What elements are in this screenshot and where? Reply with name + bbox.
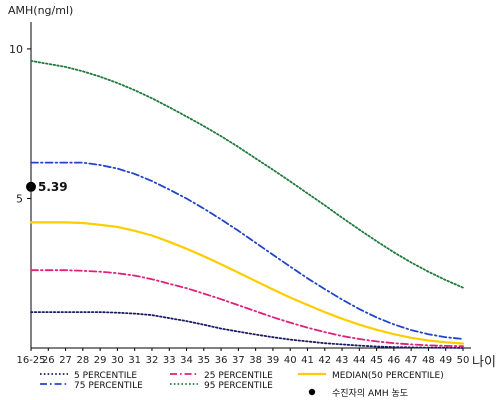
legend-marker-label: 수진자의 AMH 농도 [332, 388, 408, 399]
x-tick-label: 32 [146, 355, 159, 366]
x-tick-label: 47 [405, 355, 418, 366]
x-tick-label: 33 [163, 355, 176, 366]
x-tick-label: 44 [353, 355, 366, 366]
legend-label: MEDIAN(50 PERCENTILE) [332, 371, 444, 381]
x-tick-label: 34 [180, 355, 193, 366]
patient-amh-point [26, 181, 36, 192]
chart-series-layer [29, 60, 465, 349]
legend-label: 75 PERCENTILE [74, 381, 143, 391]
x-tick-label: 37 [232, 355, 245, 366]
series-line [30, 161, 464, 340]
x-tick-label: 42 [318, 355, 331, 366]
legend-label: 5 PERCENTILE [74, 371, 137, 381]
x-tick-label: 48 [422, 355, 435, 366]
x-tick-label: 43 [336, 355, 349, 366]
x-tick-label: 40 [284, 355, 297, 366]
legend-label: 25 PERCENTILE [204, 371, 273, 381]
x-tick-label: 39 [267, 355, 280, 366]
series-line [30, 269, 464, 348]
x-tick-label: 31 [128, 355, 141, 366]
series-line [30, 60, 464, 289]
y-tick-label: 5 [16, 192, 23, 205]
x-tick-label: 38 [249, 355, 262, 366]
legend-label: 95 PERCENTILE [204, 381, 273, 391]
x-tick-label: 27 [59, 355, 72, 366]
x-tick-label: 29 [94, 355, 107, 366]
x-tick-label: 28 [76, 355, 89, 366]
patient-amh-value-label: 5.39 [38, 180, 68, 194]
x-tick-label: 41 [301, 355, 314, 366]
x-axis-title: 나이 [472, 355, 496, 370]
y-tick-label: 10 [9, 43, 23, 56]
x-tick-label: 30 [111, 355, 124, 366]
series-line [29, 221, 465, 345]
legend-marker-swatch [308, 388, 316, 396]
y-axis-title: AMH(ng/ml) [8, 4, 73, 17]
x-tick-label: 35 [197, 355, 210, 366]
x-tick-label: 36 [215, 355, 228, 366]
x-tick-label: 50 [457, 355, 470, 366]
chart-marker-layer: 5.39 [26, 180, 68, 194]
series-line [30, 311, 464, 349]
chart-legend: 5 PERCENTILE 25 PERCENTILE MEDIAN(50 PERCE… [40, 371, 444, 399]
x-tick-label: 16-25 [16, 355, 45, 366]
x-tick-label: 49 [439, 355, 452, 366]
x-tick-label: 45 [370, 355, 383, 366]
x-tick-label: 26 [42, 355, 55, 366]
x-tick-label: 46 [388, 355, 401, 366]
